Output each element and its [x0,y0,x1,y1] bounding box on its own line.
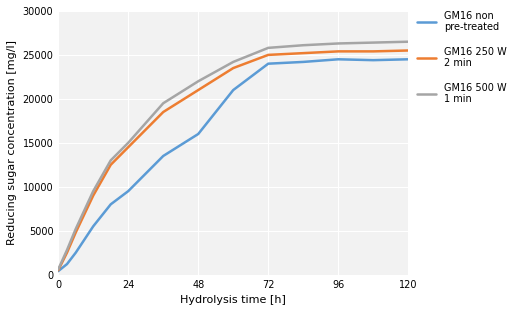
GM16 non
pre-treated [405,57,411,61]
GM16 250 W
2 min [300,51,306,55]
GM16 non
pre-treated [370,58,376,62]
Line: GM16 500 W
1 min: GM16 500 W 1 min [58,42,408,269]
GM16 250 W
2 min [195,88,201,92]
GM16 500 W
1 min [195,79,201,83]
Y-axis label: Reducing sugar concentration [mg/l]: Reducing sugar concentration [mg/l] [7,40,17,245]
GM16 500 W
1 min [107,158,114,162]
GM16 500 W
1 min [405,40,411,44]
GM16 500 W
1 min [90,189,96,193]
GM16 non
pre-treated [195,132,201,136]
GM16 250 W
2 min [72,231,79,234]
GM16 500 W
1 min [300,43,306,47]
X-axis label: Hydrolysis time [h]: Hydrolysis time [h] [180,295,286,305]
Line: GM16 non
pre-treated: GM16 non pre-treated [58,59,408,271]
GM16 250 W
2 min [90,194,96,197]
GM16 non
pre-treated [335,57,341,61]
GM16 500 W
1 min [370,41,376,44]
GM16 250 W
2 min [265,53,271,57]
GM16 non
pre-treated [107,202,114,206]
GM16 non
pre-treated [90,224,96,228]
GM16 500 W
1 min [160,101,167,105]
GM16 non
pre-treated [125,189,131,193]
GM16 250 W
2 min [335,50,341,53]
GM16 500 W
1 min [55,267,61,271]
GM16 250 W
2 min [370,50,376,53]
GM16 500 W
1 min [125,141,131,145]
GM16 500 W
1 min [64,248,70,252]
GM16 250 W
2 min [230,66,236,70]
Line: GM16 250 W
2 min: GM16 250 W 2 min [58,51,408,270]
GM16 non
pre-treated [265,62,271,66]
GM16 non
pre-treated [55,269,61,273]
GM16 250 W
2 min [107,163,114,167]
GM16 500 W
1 min [265,46,271,50]
GM16 500 W
1 min [72,227,79,231]
GM16 non
pre-treated [230,88,236,92]
GM16 250 W
2 min [125,145,131,149]
GM16 non
pre-treated [72,251,79,255]
GM16 non
pre-treated [64,262,70,266]
GM16 250 W
2 min [405,49,411,52]
GM16 250 W
2 min [55,268,61,272]
GM16 non
pre-treated [160,154,167,158]
GM16 non
pre-treated [300,60,306,64]
GM16 500 W
1 min [230,60,236,64]
GM16 250 W
2 min [64,251,70,255]
GM16 250 W
2 min [160,110,167,114]
Legend: GM16 non
pre-treated, GM16 250 W
2 min, GM16 500 W
1 min: GM16 non pre-treated, GM16 250 W 2 min, … [417,11,507,105]
GM16 500 W
1 min [335,41,341,45]
